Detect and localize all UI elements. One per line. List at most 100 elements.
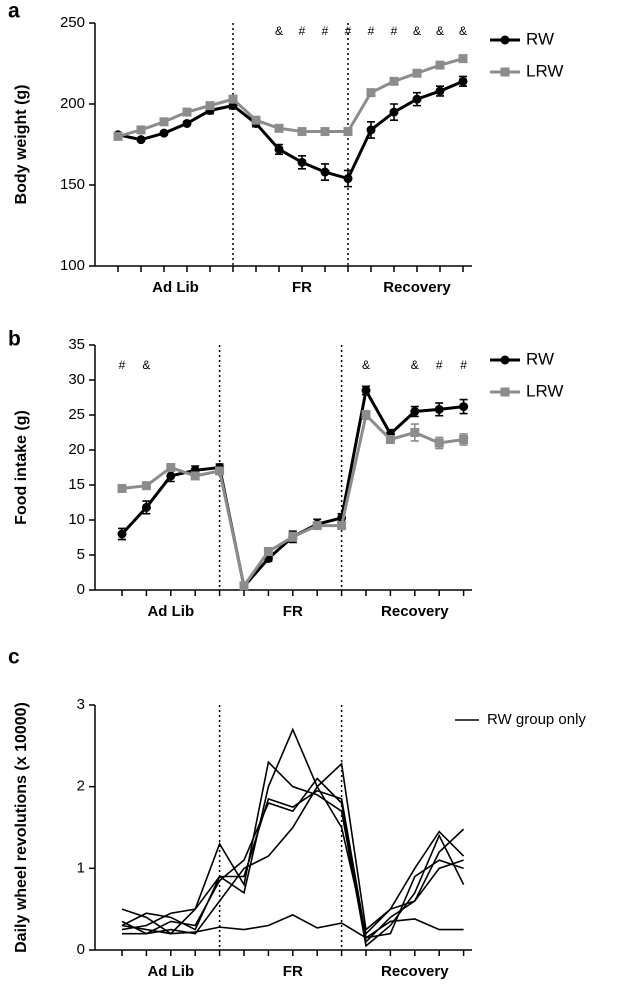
y-tick-label: 2 [77,778,85,795]
legend-label: LRW [526,61,563,80]
y-tick-label: 15 [68,476,85,493]
group-label: Ad Lib [147,603,194,620]
group-label: Ad Lib [152,279,199,296]
group-label: FR [283,603,303,620]
point [361,410,371,420]
y-tick-label: 20 [68,441,85,458]
point [366,88,376,98]
point [182,118,192,128]
point [337,521,347,531]
y-tick-label: 30 [68,371,85,388]
point [459,402,469,412]
panel-letter: c [8,646,20,669]
point [458,76,468,86]
point [166,463,176,472]
point [141,481,151,491]
point [215,466,225,476]
point [263,547,273,556]
point [141,502,151,512]
point [435,86,445,96]
point [459,435,469,444]
panel-letter: a [8,0,20,23]
group-label: Recovery [381,963,449,980]
series-line [121,762,464,935]
series-line [120,386,464,590]
point [136,135,146,145]
point [434,438,444,448]
point [228,94,238,104]
point [343,174,353,184]
point [410,407,420,416]
legend-label: RW group only [487,711,586,728]
legend-label: RW [526,29,554,48]
y-tick-label: 150 [60,176,85,193]
y-tick-label: 1 [77,859,85,876]
point [117,484,127,493]
point [274,144,284,154]
point [412,68,422,78]
point [435,60,445,70]
y-tick-label: 3 [77,696,85,713]
significance-label: # [391,24,398,38]
point [117,529,127,539]
series-line [121,727,465,936]
group-label: Ad Lib [147,963,194,980]
group-label: Recovery [381,603,449,620]
significance-label: # [299,24,306,38]
significance-label: # [368,24,375,38]
significance-label: # [322,24,329,38]
point [366,125,376,135]
point [361,386,371,395]
legend-label: LRW [526,381,563,400]
point [251,115,261,125]
legend-marker [500,35,510,45]
group-label: FR [283,963,303,980]
point [182,107,192,117]
y-tick-label: 200 [60,95,85,112]
y-tick-label: 250 [60,14,85,31]
significance-label: & [459,24,467,38]
y-tick-label: 0 [77,581,85,598]
legend-marker [500,67,510,77]
series-line [122,777,465,944]
point [113,131,123,141]
point [297,127,307,137]
legend-label: RW [526,349,554,368]
group-label: Recovery [383,279,451,296]
legend-marker [500,387,510,397]
significance-label: # [436,358,443,372]
point [274,123,284,133]
significance-label: # [345,24,352,38]
significance-label: & [436,24,444,38]
series-line [121,789,464,939]
point [389,76,399,86]
significance-label: & [275,24,283,38]
panel-letter: b [8,328,21,351]
y-tick-label: 35 [68,336,85,353]
point [159,117,169,127]
point [320,167,330,177]
point [288,532,298,542]
significance-label: # [119,358,126,372]
y-axis-title: Food intake (g) [13,410,30,525]
y-tick-label: 100 [60,257,85,274]
point [159,128,169,138]
point [385,435,395,444]
point [389,107,399,117]
legend-marker [500,355,510,365]
point [166,471,176,481]
y-tick-label: 5 [77,546,85,563]
point [136,125,146,135]
y-tick-label: 25 [68,406,85,423]
significance-label: & [362,358,370,372]
point [410,428,420,437]
significance-label: & [413,24,421,38]
point [458,54,468,64]
series-line [121,913,464,939]
series-line [117,57,464,138]
y-axis-title: Daily wheel revolutions (x 10000) [13,702,30,953]
significance-label: # [460,358,467,372]
significance-label: & [142,358,150,372]
point [190,471,200,481]
